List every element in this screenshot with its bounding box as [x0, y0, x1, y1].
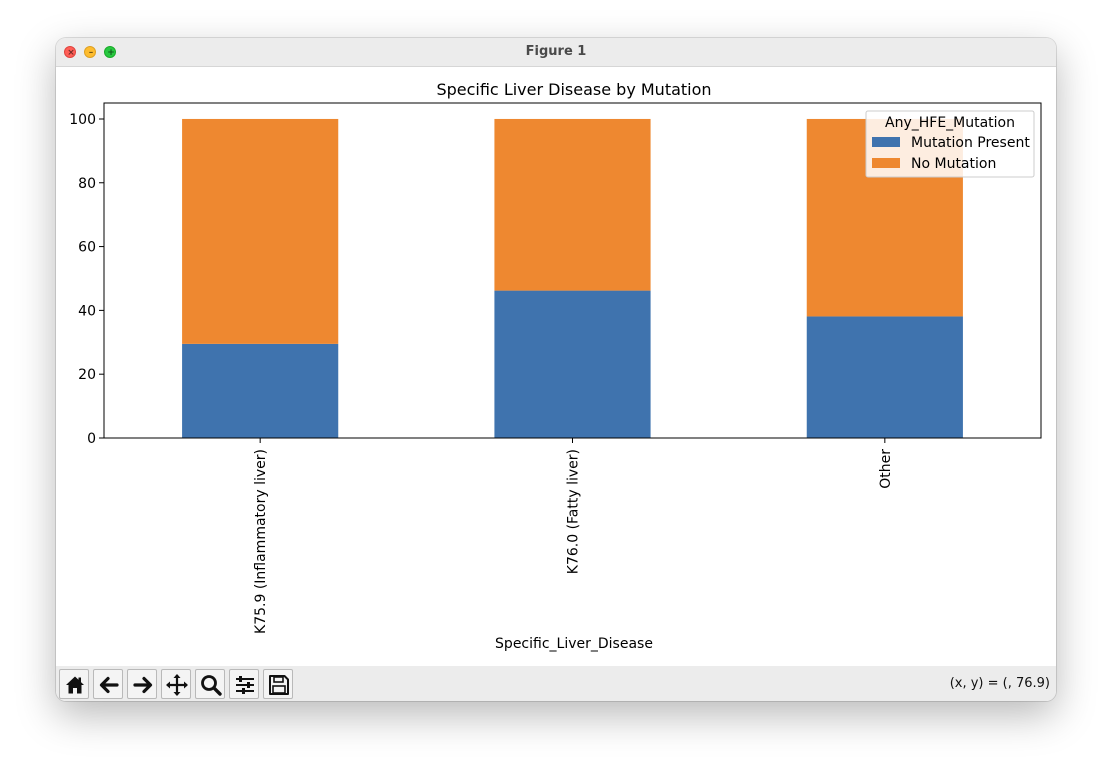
arrow-right-icon — [133, 676, 153, 694]
legend: Any_HFE_Mutation Mutation Present No Mut… — [865, 110, 1035, 178]
pan-button[interactable] — [161, 669, 191, 699]
legend-swatch-no-mutation — [872, 158, 900, 168]
floppy-disk-icon — [269, 675, 289, 695]
back-button[interactable] — [93, 669, 123, 699]
x-axis: K75.9 (Inflammatory liver) K76.0 (Fatty l… — [253, 438, 894, 634]
close-window-button[interactable]: × — [64, 46, 76, 58]
minimize-window-button[interactable]: – — [84, 46, 96, 58]
y-axis: 0 20 40 60 80 100 — [69, 112, 104, 447]
bar-mutation-present-2 — [806, 316, 963, 438]
home-button[interactable] — [59, 669, 89, 699]
y-tick-label: 60 — [78, 240, 96, 256]
y-tick-label: 40 — [78, 303, 96, 319]
legend-swatch-mutation-present — [872, 137, 900, 147]
zoom-window-button[interactable]: + — [104, 46, 116, 58]
magnifier-icon — [201, 675, 222, 696]
bar-mutation-present-1 — [494, 290, 651, 438]
figure-canvas[interactable]: 0 20 40 60 80 100 K75.9 (Inflammatory liver) K… — [56, 67, 1056, 666]
cursor-coordinates: (x, y) = (, 76.9) — [949, 676, 1050, 691]
y-tick-label: 100 — [69, 112, 96, 128]
x-axis-label: Specific_Liver_Disease — [495, 636, 653, 652]
chart-title: Specific Liver Disease by Mutation — [436, 80, 711, 99]
legend-label-mutation-present: Mutation Present — [911, 135, 1030, 151]
window-title: Figure 1 — [525, 44, 587, 59]
save-button[interactable] — [263, 669, 293, 699]
zoom-button[interactable] — [195, 669, 225, 699]
figure-window: × – + Figure 1 0 20 40 60 80 100 K75.9 (Infla… — [56, 38, 1056, 701]
y-tick-label: 0 — [87, 431, 96, 447]
arrow-left-icon — [99, 676, 119, 694]
configure-subplots-button[interactable] — [229, 669, 259, 699]
x-tick-label: K75.9 (Inflammatory liver) — [253, 449, 269, 634]
sliders-icon — [236, 676, 254, 694]
home-icon — [66, 676, 84, 694]
bar-mutation-present-0 — [182, 343, 339, 438]
legend-title: Any_HFE_Mutation — [885, 115, 1015, 131]
navigation-toolbar: (x, y) = (, 76.9) — [56, 666, 1056, 701]
y-tick-label: 20 — [78, 367, 96, 383]
close-icon: × — [67, 48, 75, 58]
legend-label-no-mutation: No Mutation — [911, 156, 996, 172]
x-tick-label: K76.0 (Fatty liver) — [566, 449, 582, 574]
legend-box — [865, 110, 1035, 178]
x-tick-label: Other — [878, 449, 894, 489]
minimize-icon: – — [88, 48, 94, 58]
fullscreen-icon: + — [107, 48, 115, 58]
move-icon — [166, 674, 188, 696]
bars-layer — [182, 118, 963, 438]
y-tick-label: 80 — [78, 176, 96, 192]
title-bar: × – + Figure 1 — [56, 38, 1056, 67]
bar-no-mutation-1 — [494, 118, 651, 291]
forward-button[interactable] — [127, 669, 157, 699]
bar-no-mutation-0 — [182, 118, 339, 344]
